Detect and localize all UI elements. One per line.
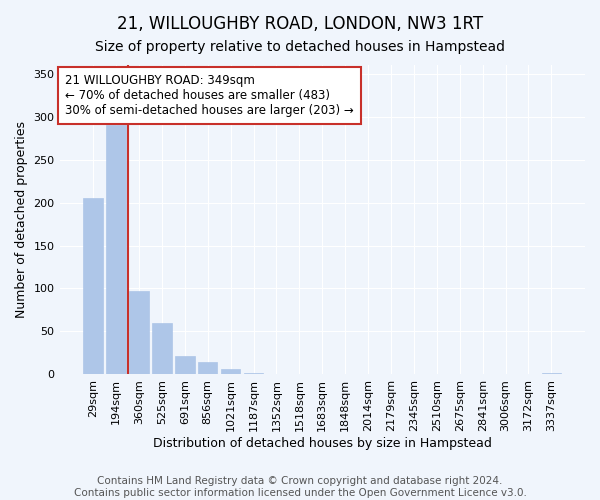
Bar [83,198,103,374]
Bar [221,370,241,374]
Bar [244,372,263,374]
Text: Size of property relative to detached houses in Hampstead: Size of property relative to detached ho… [95,40,505,54]
Y-axis label: Number of detached properties: Number of detached properties [15,121,28,318]
Text: 21, WILLOUGHBY ROAD, LONDON, NW3 1RT: 21, WILLOUGHBY ROAD, LONDON, NW3 1RT [117,15,483,33]
X-axis label: Distribution of detached houses by size in Hampstead: Distribution of detached houses by size … [153,437,492,450]
Text: 21 WILLOUGHBY ROAD: 349sqm
← 70% of detached houses are smaller (483)
30% of sem: 21 WILLOUGHBY ROAD: 349sqm ← 70% of deta… [65,74,353,118]
Bar [106,125,126,374]
Bar [175,356,194,374]
Bar [129,291,149,374]
Bar [198,362,217,374]
Bar [152,323,172,374]
Bar [542,372,561,374]
Text: Contains HM Land Registry data © Crown copyright and database right 2024.
Contai: Contains HM Land Registry data © Crown c… [74,476,526,498]
